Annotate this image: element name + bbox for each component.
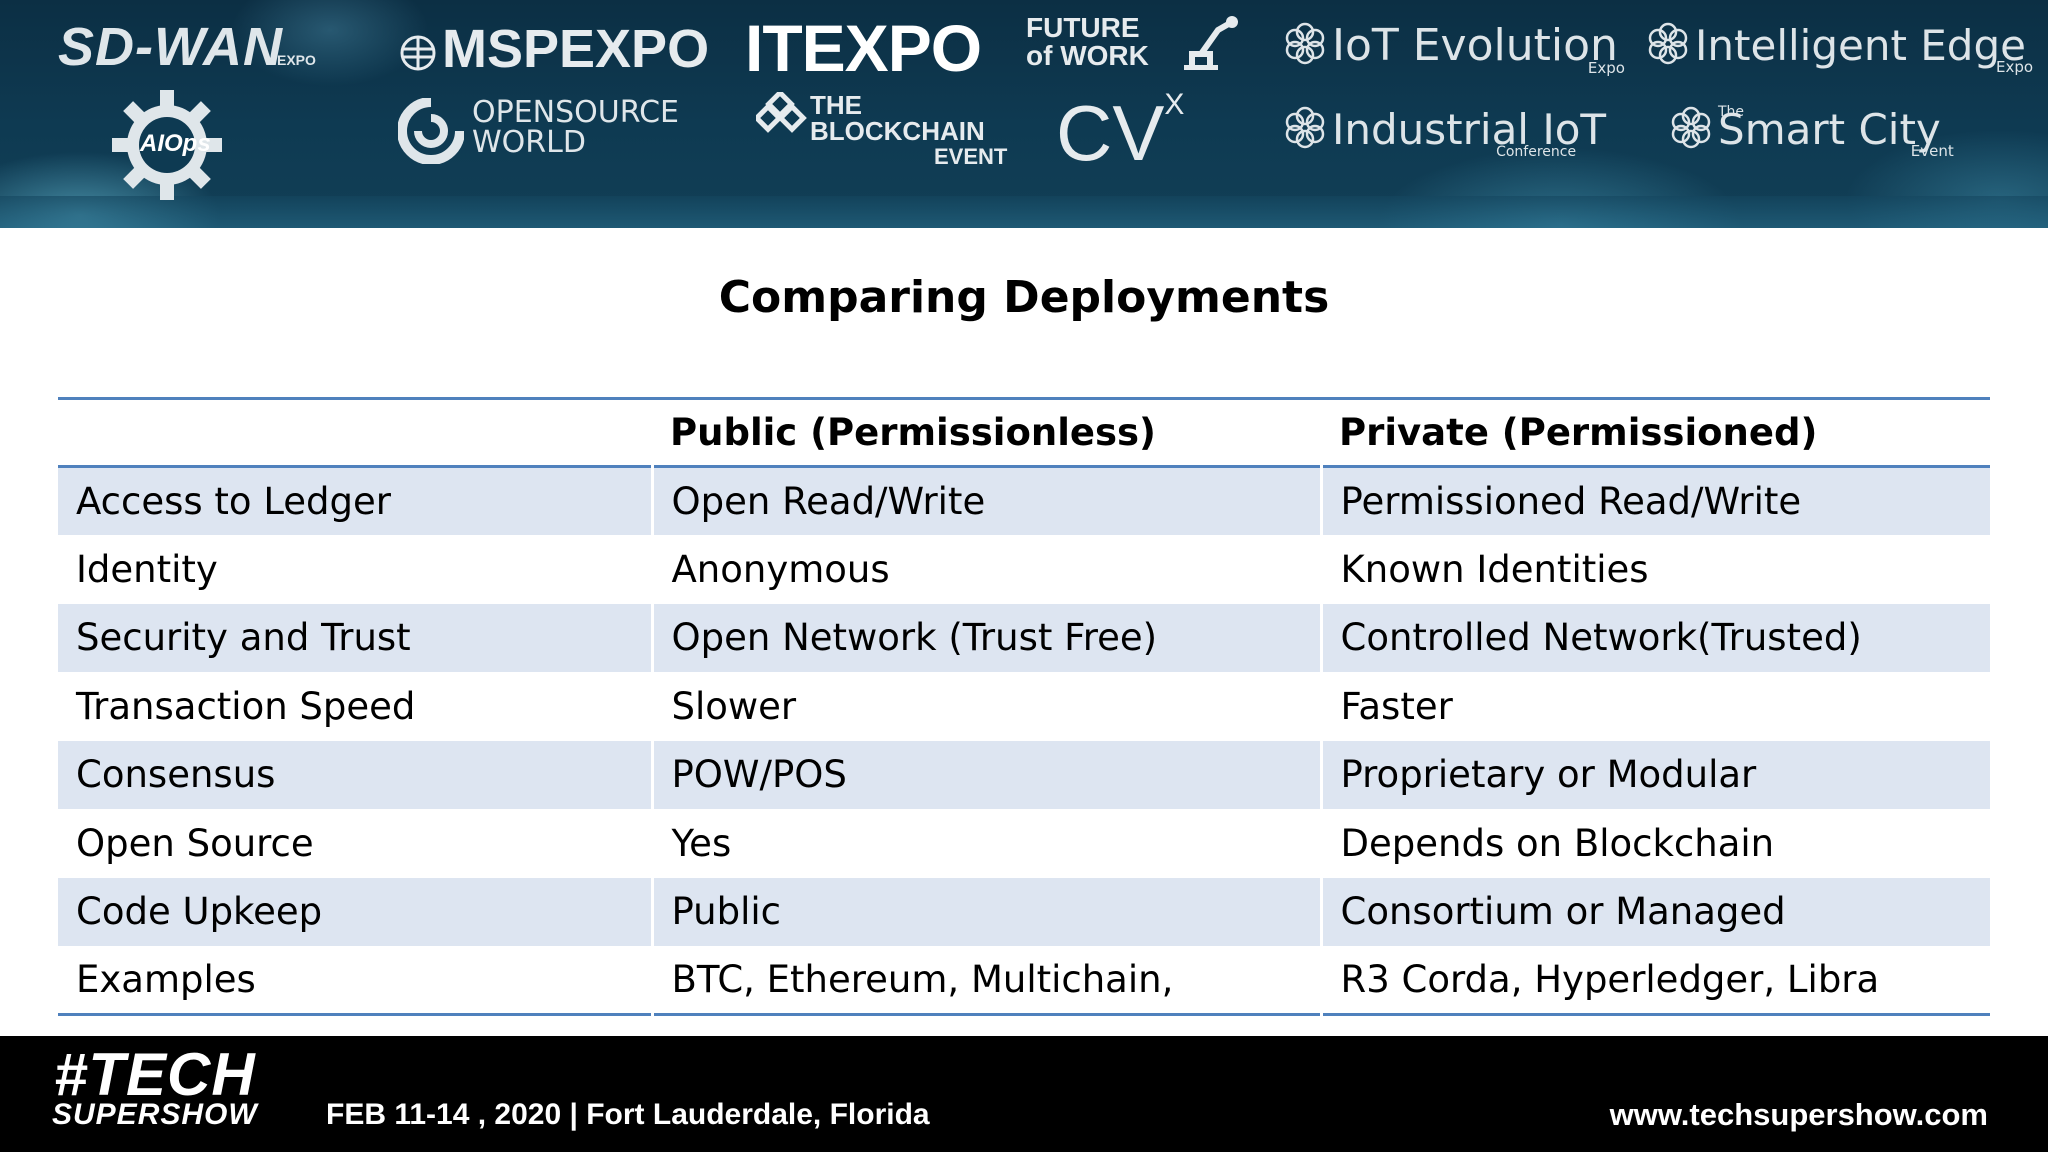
table-cell: Faster <box>1319 672 1990 741</box>
cvx-logo: CVX <box>1056 88 1184 179</box>
diamond-knot-icon <box>753 89 812 152</box>
header-cell <box>58 399 652 467</box>
table-cell: Proprietary or Modular <box>1319 740 1990 809</box>
row-label: Security and Trust <box>58 603 652 672</box>
table-row: Examples BTC, Ethereum, Multichain, R3 C… <box>58 946 1990 1015</box>
row-label: Open Source <box>76 821 314 865</box>
event-website: www.techsupershow.com <box>1609 1097 1988 1132</box>
blockchain-event-logo: THE BLOCKCHAIN EVENT <box>753 89 1008 170</box>
table-cell: Known Identities <box>1319 535 1990 604</box>
event-footer-bar: #TECH SUPERSHOW FEB 11-14 , 2020 | Fort … <box>0 1036 2048 1152</box>
smart-city-pre: The <box>1718 104 1745 120</box>
table-row: Code Upkeep Public Consortium or Managed <box>58 877 1990 946</box>
sdwan-logo-sub: EXPO <box>276 52 316 68</box>
industrial-iot-text: Industrial IoT <box>1332 105 1607 154</box>
row-label: Transaction Speed <box>76 684 416 728</box>
robot-arm-icon <box>1178 14 1240 75</box>
aiops-logo: AIOps <box>110 88 224 202</box>
table-cell: Open Read/Write <box>650 466 1321 535</box>
sponsor-logo-banner: SD-WANEXPO MSPEXPO ITEXPO FUTURE of WORK… <box>0 0 2048 228</box>
iot-evolution-text: IoT Evolution <box>1332 20 1618 71</box>
cvx-logo-sup: X <box>1164 88 1185 121</box>
swirl-icon <box>397 97 465 170</box>
intelligent-edge-sub: Expo <box>1995 58 2034 76</box>
table-cell: Public <box>650 877 1321 946</box>
blockchain-line3: EVENT <box>934 144 1008 169</box>
iot-evolution-expo-logo: IoT EvolutionExpo <box>1282 20 1625 77</box>
blockchain-line2: BLOCKCHAIN <box>810 116 985 146</box>
iot-evolution-sub: Expo <box>1587 59 1625 77</box>
table-cell: Permissioned Read/Write <box>1319 466 1990 535</box>
opensource-line1: OPENSOURCE <box>472 95 679 130</box>
mspexpo-logo-text: MSPEXPO <box>442 19 710 79</box>
row-label: Consensus <box>58 740 652 809</box>
smart-city-event-logo: TheSmart CityEvent <box>1668 104 1954 160</box>
banner-strip <box>0 196 2048 228</box>
table-row: Open Source Yes Depends on Blockchain <box>58 809 1990 878</box>
hex-flower-icon <box>1282 20 1328 77</box>
sdwan-expo-logo: SD-WANEXPO <box>58 16 316 78</box>
hex-flower-icon <box>1645 20 1691 76</box>
tech-supershow-brand-line2: SUPERSHOW <box>52 1098 258 1131</box>
smart-city-sub: Event <box>1910 142 1954 160</box>
smart-city-text: Smart City <box>1718 105 1941 154</box>
cvx-logo-text: CV <box>1056 89 1165 177</box>
blockchain-line1: THE <box>810 90 862 120</box>
table-cell: Controlled Network(Trusted) <box>1319 603 1990 672</box>
table-header-row: Public (Permissionless) Private (Permiss… <box>58 398 1990 467</box>
row-label: Code Upkeep <box>58 877 652 946</box>
itexpo-logo-text: ITEXPO <box>745 11 982 85</box>
opensource-line2: WORLD <box>472 125 586 160</box>
event-date-location: FEB 11-14 , 2020 | Fort Lauderdale, Flor… <box>326 1098 930 1131</box>
table-cell: POW/POS <box>650 740 1321 809</box>
table-row: Security and Trust Open Network (Trust F… <box>58 603 1990 672</box>
table-row: Identity Anonymous Known Identities <box>58 535 1990 604</box>
mspexpo-logo: MSPEXPO <box>398 18 709 86</box>
table-row: Consensus POW/POS Proprietary or Modular <box>58 740 1990 809</box>
slide-title: Comparing Deployments <box>718 272 1330 323</box>
table-cell: Depends on Blockchain <box>1319 809 1990 878</box>
table-cell: BTC, Ethereum, Multichain, <box>650 946 1321 1015</box>
future-of-work-logo: FUTURE of WORK <box>1026 12 1238 71</box>
row-label: Access to Ledger <box>58 466 652 535</box>
future-of-work-line1: FUTURE <box>1026 12 1140 43</box>
table-row: Transaction Speed Slower Faster <box>58 672 1990 741</box>
industrial-iot-sub: Conference <box>1496 144 1577 160</box>
header-cell: Public (Permissionless) <box>670 411 1156 454</box>
header-cell: Private (Permissioned) <box>1339 411 1818 454</box>
table-cell: R3 Corda, Hyperledger, Libra <box>1319 946 1990 1015</box>
comparison-table: Public (Permissionless) Private (Permiss… <box>58 397 1990 1016</box>
tech-supershow-brand-line1: #TECH <box>54 1041 256 1108</box>
table-cell: Open Network (Trust Free) <box>650 603 1321 672</box>
intelligent-edge-text: Intelligent Edge <box>1695 21 2026 70</box>
hex-flower-icon <box>1282 104 1328 160</box>
aiops-logo-text: AIOps <box>140 130 211 157</box>
itexpo-logo: ITEXPO <box>745 10 982 86</box>
opensource-world-logo: OPENSOURCE WORLD <box>397 95 679 165</box>
gear-icon <box>112 90 222 200</box>
table-cell: Consortium or Managed <box>1319 877 1990 946</box>
table-cell: Slower <box>650 672 1321 741</box>
industrial-iot-conference-logo: Industrial IoTConference <box>1282 104 1606 160</box>
hex-flower-icon <box>1668 104 1714 160</box>
table-cell: Anonymous <box>650 535 1321 604</box>
future-of-work-line2: of WORK <box>1026 40 1149 71</box>
row-label: Examples <box>76 958 256 1001</box>
table-row: Access to Ledger Open Read/Write Permiss… <box>58 466 1990 535</box>
row-label: Identity <box>76 547 218 591</box>
globe-icon <box>398 24 438 86</box>
intelligent-edge-expo-logo: Intelligent EdgeExpo <box>1645 20 2033 76</box>
table-cell: Yes <box>650 809 1321 878</box>
sdwan-logo-text: SD-WAN <box>58 17 283 77</box>
